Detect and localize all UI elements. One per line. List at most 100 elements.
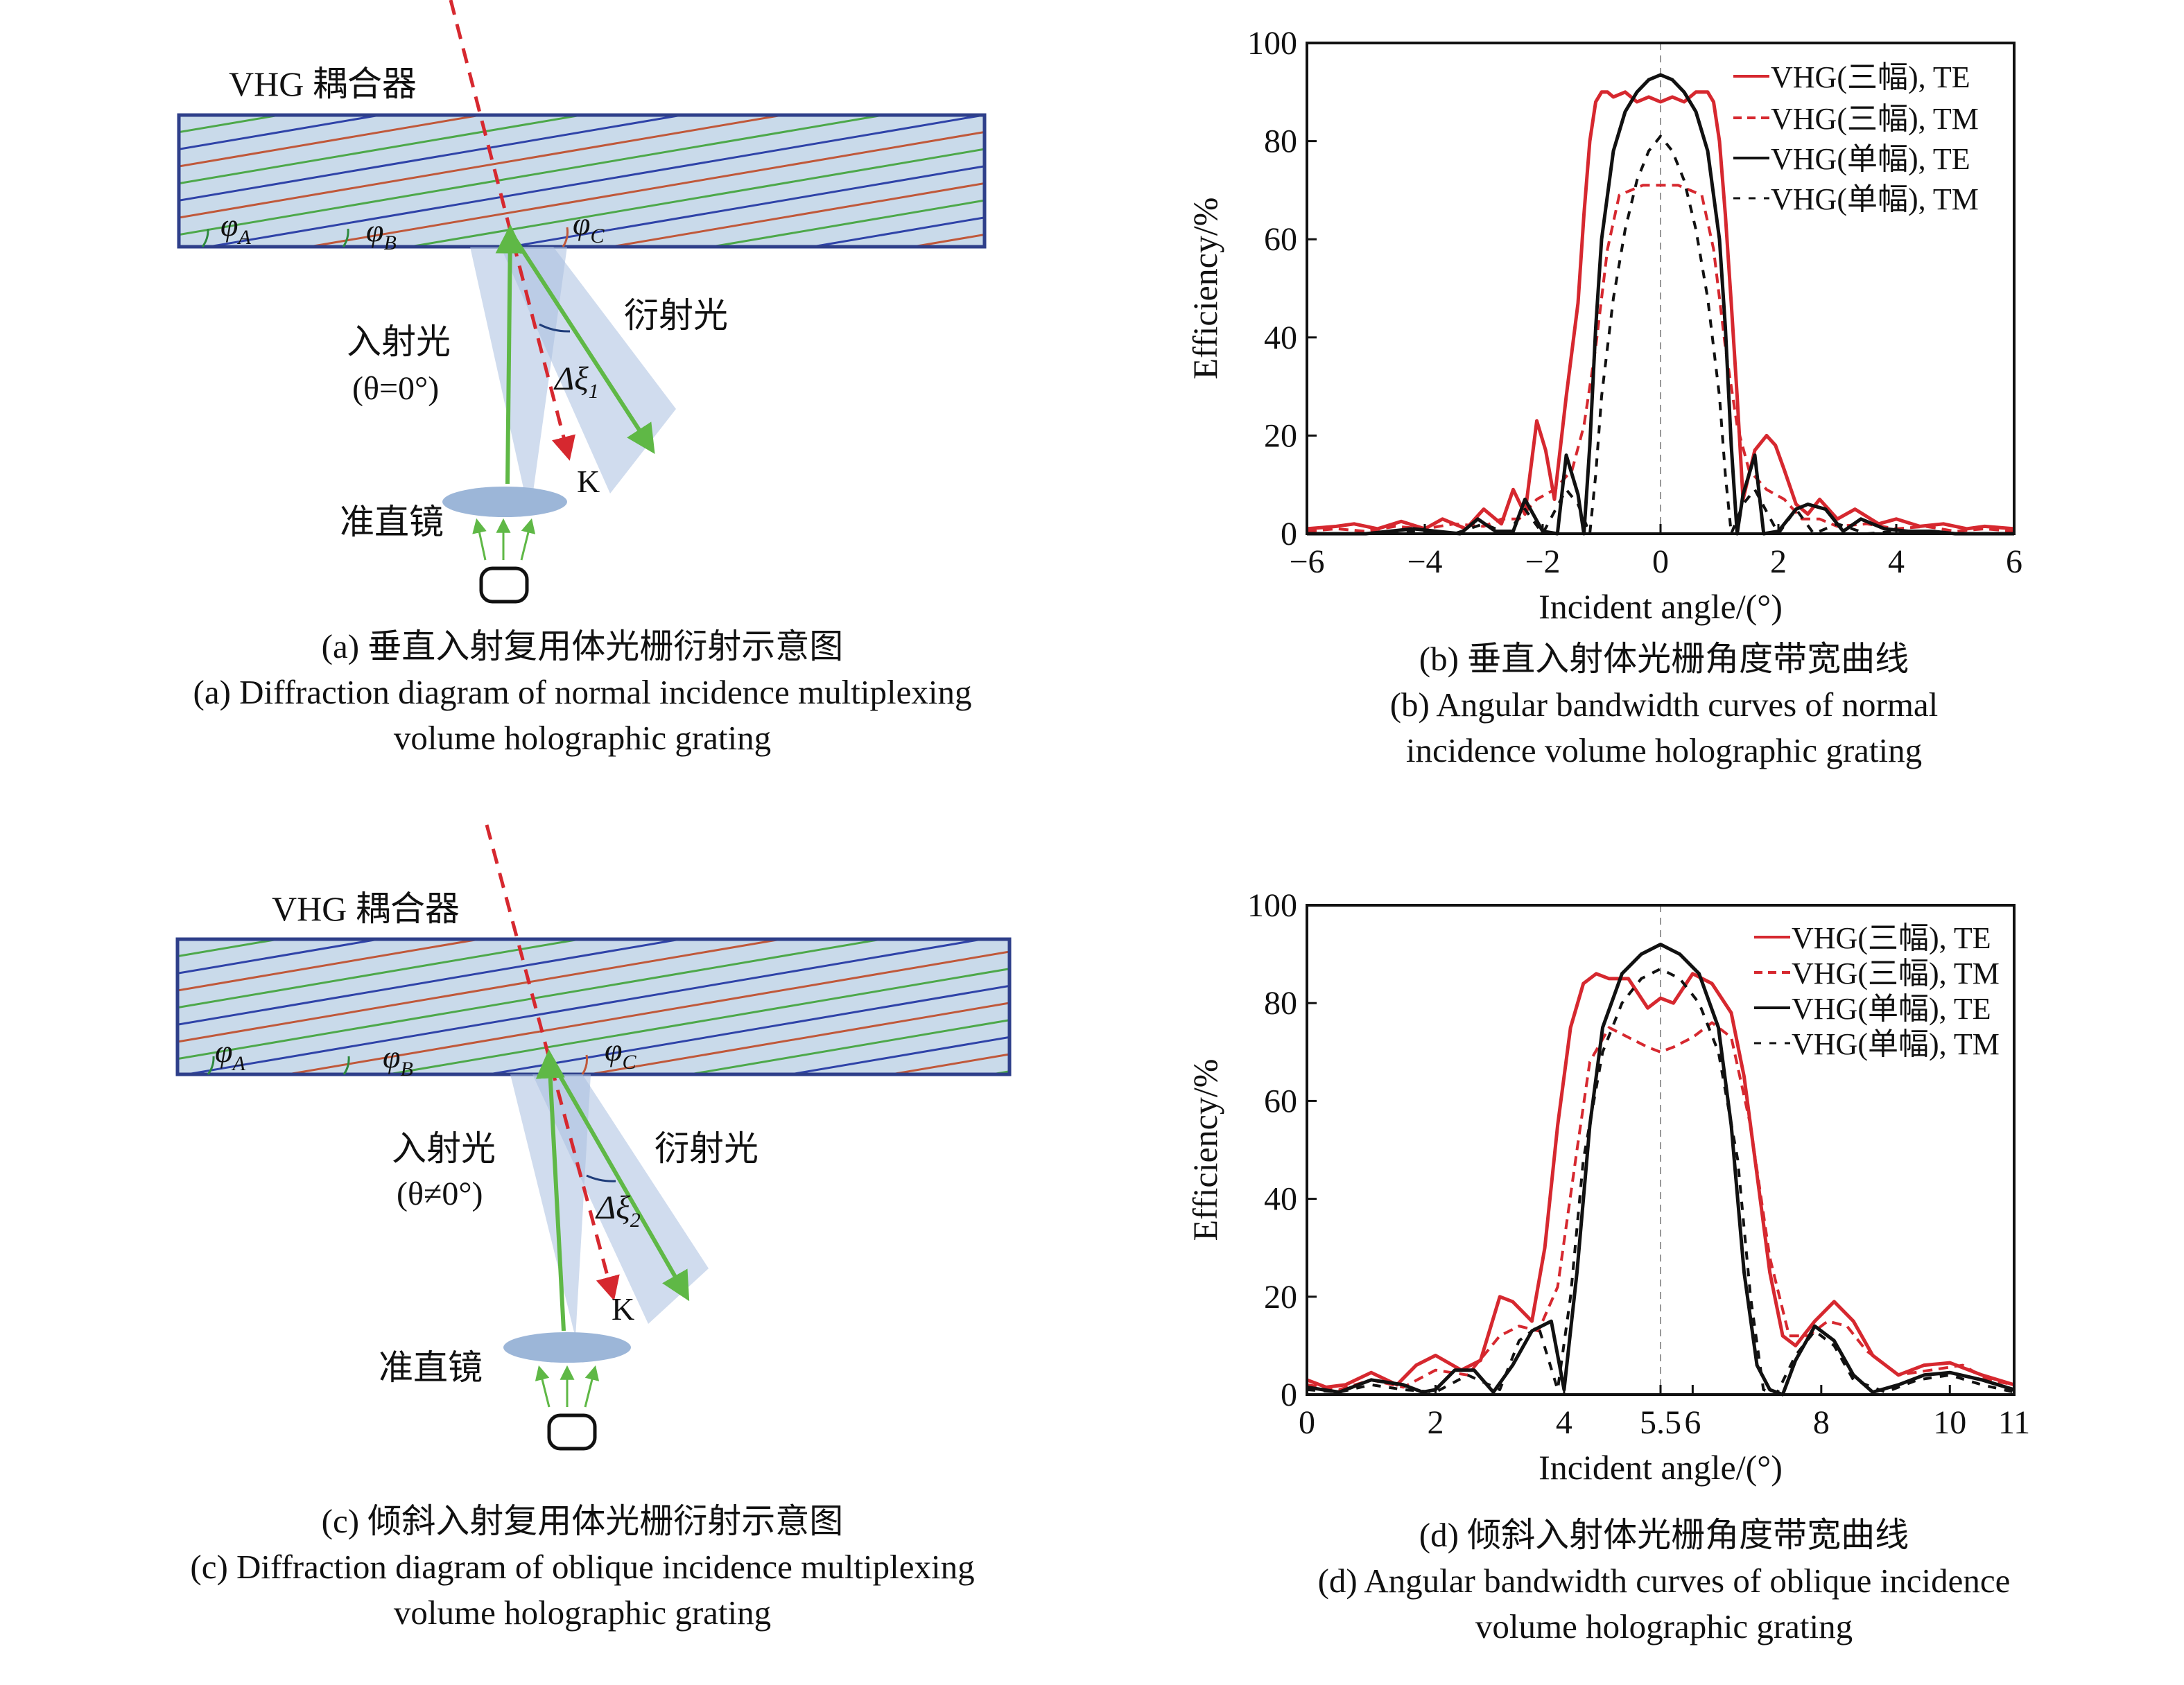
diffracted-ray [547,1056,690,1302]
grating-fringe-line [705,199,985,247]
angle-arc-a [207,1056,215,1075]
y-tick-label: 40 [1264,320,1297,356]
lens-label: 准直镜 [379,1348,483,1387]
grating-fringe-line [404,148,985,247]
x-tick-label: 4 [1888,543,1905,580]
bandwidth-label: Δξ2 [595,1189,641,1232]
series-line-1 [1306,972,2015,1389]
angle-arc-b [343,1056,350,1075]
y-axis-label: Efficiency/% [1186,198,1224,380]
y-tick-label: 0 [1281,1377,1297,1413]
legend-label-series-2: VHG(三幅), TM [1792,957,2000,990]
y-tick-label: 20 [1264,417,1297,454]
series-line-1 [1306,90,2015,531]
x-tick-label: 0 [1652,543,1669,580]
grating-fringe-line [202,115,985,247]
k-label: K [612,1291,634,1327]
bandwidth-arc [586,1174,616,1182]
grating-fringe-line [179,115,387,150]
legend-label-series-4: VHG(单幅), TM [1771,182,1979,216]
legend-label-series-1: VHG(三幅), TE [1771,60,1970,94]
grating-fringes [179,115,985,247]
x-tick-label: 0 [1299,1404,1315,1441]
x-tick-label: 6 [2006,543,2022,580]
angle-arc-c [581,1054,588,1075]
phi-c-label: φC [573,206,605,247]
caption-a-en-line1: (a) Diffraction diagram of normal incide… [193,673,972,711]
grating-fringe-line [179,115,688,202]
grating-fringe-line [177,939,486,992]
y-tick-label: 40 [1264,1181,1297,1218]
light-source-icon [547,1413,597,1451]
legend-label-series-1: VHG(三幅), TE [1792,921,1991,955]
diffracted-ray [508,230,655,455]
incident-label: 入射光 [392,1129,496,1168]
y-axis-label: Efficiency/% [1186,1059,1224,1241]
grating-fringe-line [684,1019,1009,1074]
x-tick-label: 4 [1556,1404,1572,1441]
angle-arc-a [201,228,209,247]
incident-ray [535,1049,566,1332]
caption-b: (b) 垂直入射体光栅角度带宽曲线 (b) Angular bandwidth … [1248,636,2080,774]
phi-a-label: φA [215,1033,245,1075]
grating-fringe-line [806,216,985,247]
grating-fringes [177,939,1009,1074]
chart-d: 0 2 4 5.5 6 8 10 11 0 20 40 60 80 100 Incident angle/(… [1186,887,2030,1487]
grating-frame [175,937,1012,1076]
y-tick-label: 100 [1247,887,1297,924]
legend: VHG(三幅), TE VHG(三幅), TM VHG(单幅), TE VHG(… [1754,921,2000,1061]
x-axis-label: Incident angle/(°) [1539,587,1783,626]
lens-label: 准直镜 [340,503,444,541]
x-tick-label: 5.5 [1640,1404,1681,1441]
incident-ray [495,224,525,484]
series-line-3 [1306,943,2015,1397]
caption-d-cn: (d) 倾斜入射体光栅角度带宽曲线 [1419,1516,1909,1554]
caption-a-cn: (a) 垂直入射复用体光栅衍射示意图 [321,627,844,665]
phi-c-label: φC [605,1032,636,1074]
caption-c-cn: (c) 倾斜入射复用体光栅衍射示意图 [321,1502,844,1540]
grating-fringe-line [177,939,385,975]
caption-b-en-line2: incidence volume holographic grating [1405,731,1923,769]
caption-d: (d) 倾斜入射体光栅角度带宽曲线 (d) Angular bandwidth … [1220,1512,2108,1650]
collimator-lens [442,487,567,517]
grating-fringe-line [381,968,1009,1074]
x-axis-label: Incident angle/(°) [1539,1448,1783,1487]
coupler-label: VHG 耦合器 [272,889,460,928]
series-line-3 [1307,73,2014,536]
caption-a: (a) 垂直入射复用体光栅衍射示意图 (a) Diffraction diagr… [104,624,1061,761]
phi-a-label: φA [220,207,251,249]
incident-label: 入射光 [347,322,451,361]
grating-fringe-line [177,939,285,958]
source-ray-left [472,518,487,561]
angle-arc-b [342,228,349,247]
legend-label-series-3: VHG(单幅), TE [1771,142,1970,176]
diffracted-label: 衍射光 [655,1129,759,1168]
caption-b-cn: (b) 垂直入射体光栅角度带宽曲线 [1419,640,1909,678]
x-tick-label: −6 [1289,543,1324,580]
series-line-2 [1306,184,2015,533]
legend-label-series-2: VHG(三幅), TM [1771,102,1979,136]
x-tick-label: 11 [1998,1404,2030,1441]
y-tick-label: 60 [1264,221,1297,258]
y-tick-label: 0 [1281,516,1297,552]
grating-fringe-line [177,939,888,1060]
grating-fringe-line [180,939,989,1074]
grating-fringe-line [605,182,985,247]
diffracted-label: 衍射光 [624,296,728,335]
y-tick-label: 60 [1264,1083,1297,1119]
x-tick-label: 6 [1684,1404,1701,1441]
y-tick-label: 80 [1264,123,1297,160]
legend: VHG(三幅), TE VHG(三幅), TM VHG(单幅), TE VHG(… [1733,60,1979,216]
source-ray-left [535,1365,551,1408]
source-ray-right [520,518,536,561]
grating-fringe-line [179,115,890,236]
caption-c: (c) 倾斜入射复用体光栅衍射示意图 (c) Diffraction diagr… [104,1499,1061,1636]
grating-fringe-line [504,165,985,247]
x-tick-label: 8 [1813,1404,1830,1441]
x-tick-label: 10 [1933,1404,1966,1441]
angle-arc-c [562,227,569,247]
legend-label-series-3: VHG(单幅), TE [1792,992,1991,1026]
caption-c-en-line2: volume holographic grating [393,1594,772,1632]
y-tick-label: 80 [1264,985,1297,1022]
